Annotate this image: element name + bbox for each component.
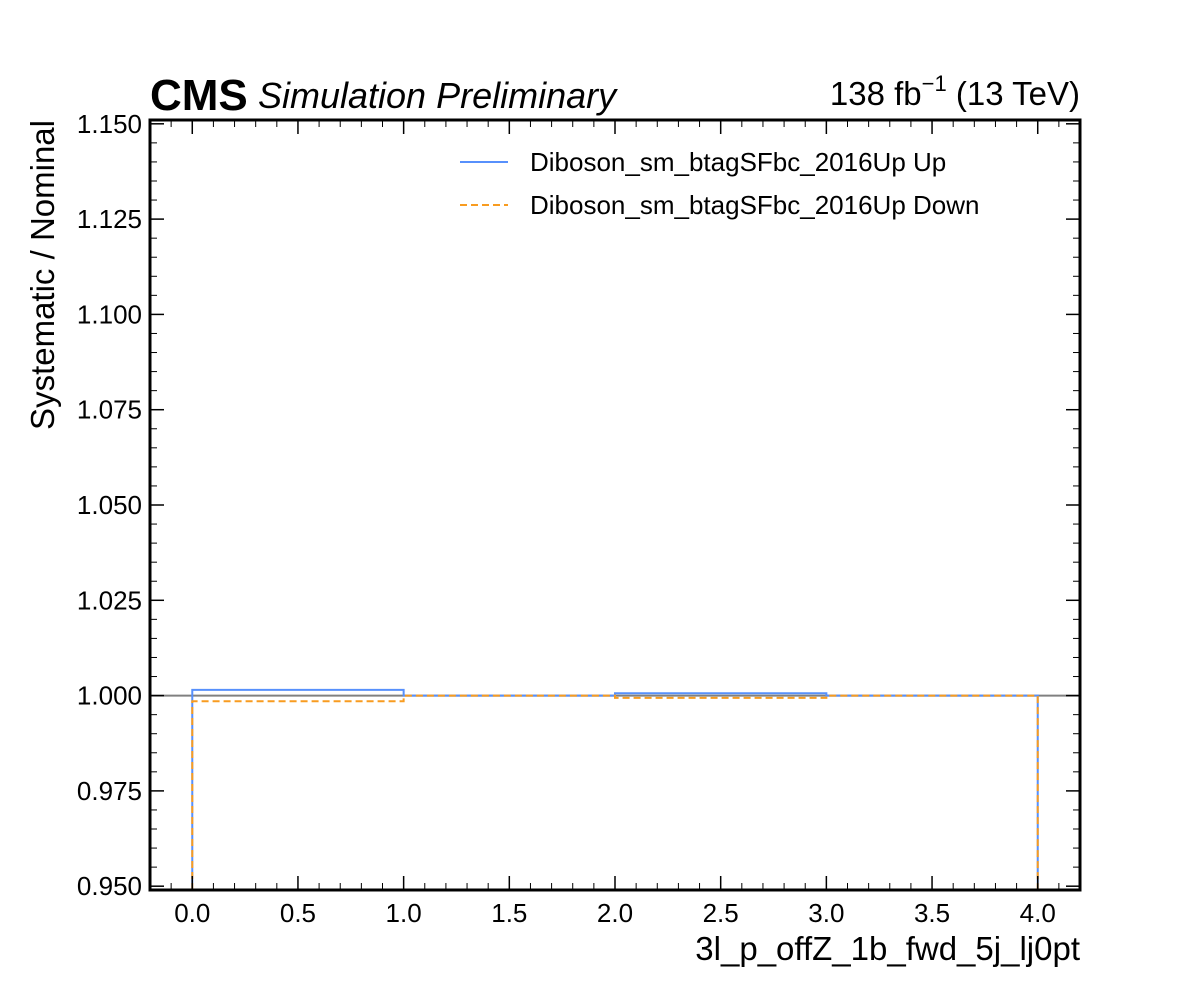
legend: Diboson_sm_btagSFbc_2016Up Up Diboson_sm_… — [460, 147, 980, 220]
x-tick-label: 1.0 — [386, 898, 422, 928]
series-layer — [191, 688, 1039, 890]
y-tick-label: 1.075 — [77, 395, 142, 425]
x-tick-label: 2.5 — [703, 898, 739, 928]
tick-labels-layer: 0.0 0.5 1.0 1.5 2.0 2.5 3.0 3.5 4.0 0.950 0.975 1.0… — [77, 109, 1056, 928]
y-tick-label: 1.000 — [77, 681, 142, 711]
x-tick-label: 2.0 — [597, 898, 633, 928]
y-tick-label: 0.950 — [77, 871, 142, 901]
y-axis-title: Systematic / Nominal — [24, 120, 61, 430]
experiment-label: CMS — [150, 71, 248, 120]
series-line-up — [191, 688, 1039, 890]
y-tick-label: 1.125 — [77, 204, 142, 234]
x-tick-label: 4.0 — [1020, 898, 1056, 928]
x-tick-label: 3.0 — [808, 898, 844, 928]
x-tick-label: 1.5 — [491, 898, 527, 928]
x-tick-label: 0.0 — [174, 898, 210, 928]
legend-label-down: Diboson_sm_btagSFbc_2016Up Down — [530, 190, 980, 220]
y-tick-label: 1.150 — [77, 109, 142, 139]
luminosity-label: 138 fb−1 (13 TeV) — [830, 71, 1080, 112]
y-tick-label: 1.025 — [77, 585, 142, 615]
status-label: Simulation Preliminary — [258, 75, 618, 116]
legend-label-up: Diboson_sm_btagSFbc_2016Up Up — [530, 147, 946, 177]
plot-frame — [148, 118, 1082, 892]
x-tick-label: 3.5 — [914, 898, 950, 928]
ticks-layer — [150, 120, 1080, 890]
x-tick-label: 0.5 — [280, 898, 316, 928]
y-tick-label: 1.050 — [77, 490, 142, 520]
y-tick-label: 0.975 — [77, 776, 142, 806]
series-line-down — [191, 694, 1039, 890]
x-axis-title: 3l_p_offZ_1b_fwd_5j_lj0pt — [695, 930, 1080, 967]
y-tick-label: 1.100 — [77, 299, 142, 329]
